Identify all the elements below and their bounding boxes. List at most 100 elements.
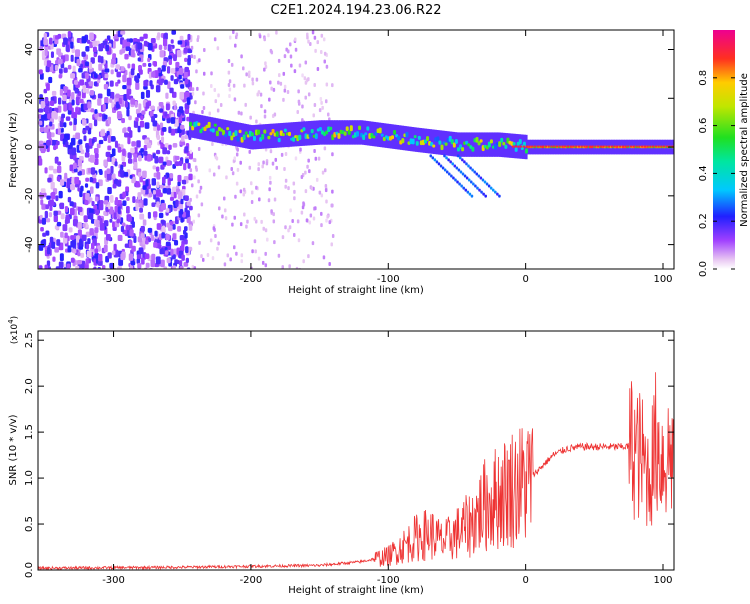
spectrogram-cell [38, 108, 44, 113]
spectrogram-cell [111, 156, 116, 165]
spectrogram-cell [186, 97, 191, 105]
spectrogram-cell [70, 41, 74, 49]
spectrogram-cell [558, 145, 561, 148]
spectrogram-cell [54, 157, 58, 164]
spectrogram-cell [100, 56, 104, 64]
spectrogram-cell [309, 213, 313, 218]
spectrogram-cell [93, 73, 98, 79]
spectrogram-cell [467, 164, 470, 168]
spectrogram-cell [39, 214, 43, 220]
spectrogram-cell [403, 125, 406, 151]
spectrogram-cell [223, 196, 226, 201]
spectrogram-cell [136, 140, 141, 148]
spectrogram-cell [73, 117, 77, 125]
spectrogram-cell [175, 199, 179, 207]
spectrogram-cell [195, 194, 199, 199]
spectrogram-cell [178, 260, 183, 266]
spectrogram-cell [67, 196, 72, 203]
spectrogram-cell [104, 68, 110, 73]
spectrogram-cell [170, 68, 176, 74]
spectrogram-cell [187, 48, 193, 54]
spectrogram-cell [97, 260, 103, 266]
spectrogram-cell [283, 54, 287, 59]
spectrogram-cell [465, 140, 469, 145]
spectrogram-cell [325, 82, 329, 87]
spectrogram-cell [72, 249, 77, 254]
spectrogram-cell [358, 120, 362, 145]
spectrogram-cell [377, 122, 380, 147]
spectrogram-cell [105, 44, 109, 52]
spectrogram-cell [414, 127, 418, 152]
spectrogram-cell [243, 83, 246, 88]
spectrogram-cell [162, 176, 166, 184]
spectrogram-cell [255, 185, 258, 190]
spectrogram-cell [362, 134, 366, 141]
spectrogram-cell [55, 195, 59, 202]
spectrogram-cell [85, 193, 90, 200]
spectrogram-cell [207, 116, 210, 141]
spectrogram-cell [57, 58, 63, 65]
spectrogram-cell [157, 32, 161, 39]
snr-y-axis-label: SNR (10 * v/v) [8, 414, 19, 485]
spectrogram-cell [268, 175, 272, 180]
spectrogram-cell [316, 67, 320, 72]
spectrogram-cell [228, 130, 232, 137]
spectrogram-cell [221, 214, 224, 219]
spectrogram-cell [84, 200, 89, 206]
spectrogram-cell [74, 88, 80, 94]
spectrogram-cell [441, 166, 445, 170]
spectrogram-cell [115, 64, 120, 70]
spectrogram-cell [249, 115, 252, 120]
spectrogram-cell [457, 132, 460, 157]
spectrogram-cell [130, 147, 135, 154]
spectrogram-cell [89, 81, 94, 87]
spectrogram-cell [481, 178, 485, 182]
spectrogram-cell [137, 262, 142, 269]
spectrogram-cell [65, 116, 71, 121]
spectrogram-cell [80, 185, 84, 192]
spectrogram-cell [124, 100, 129, 108]
spectrogram-cell [591, 145, 594, 148]
spectrogram-cell [450, 139, 454, 145]
spectrogram-cell [126, 205, 130, 214]
spectrogram-cell [57, 33, 62, 39]
spectrogram-cell [310, 186, 314, 191]
spectrogram-cell [183, 226, 188, 232]
spectrogram-cell [198, 114, 202, 140]
spectrogram-cell [159, 108, 164, 113]
spectrogram-cell [297, 238, 301, 243]
spectrogram-frame [37, 29, 675, 270]
spectrogram-cell [89, 32, 94, 41]
spectrogram-cell [367, 121, 370, 146]
spectrogram-cell [138, 103, 142, 112]
spectrogram-cell [178, 191, 183, 199]
spectrogram-cell [144, 253, 150, 260]
spectrogram-cell [202, 105, 206, 110]
spectrogram-cell [512, 142, 516, 146]
spectrogram-cell [479, 139, 483, 143]
snr-x-tick-label: 100 [653, 575, 672, 586]
spectrogram-cell [103, 210, 107, 216]
spectrogram-cell [143, 85, 148, 90]
spectrogram-cell [50, 132, 55, 138]
spectrogram-cell [263, 114, 267, 119]
spectrogram-cell [244, 131, 248, 135]
spectrogram-cell [660, 145, 663, 148]
spectrogram-cell [475, 137, 479, 143]
spectrogram-cell [281, 235, 285, 240]
snr-y-tick-label: 2.5 [24, 332, 35, 348]
spectrogram-cell [211, 256, 215, 261]
spectrogram-cell [154, 230, 158, 237]
spectrogram-cell [170, 75, 174, 81]
spectrogram-cell [85, 125, 90, 131]
spectrogram-cell [311, 241, 315, 246]
spectrogram-cell [70, 183, 76, 191]
spectrogram-cell [224, 133, 228, 138]
spectrogram-cell [492, 132, 495, 157]
spectrogram-cell [457, 168, 461, 172]
spectrogram-cell [39, 127, 44, 133]
spectrogram-cell [272, 212, 275, 217]
spectrogram-cell [257, 90, 261, 95]
spectrogram-cell [467, 178, 471, 182]
